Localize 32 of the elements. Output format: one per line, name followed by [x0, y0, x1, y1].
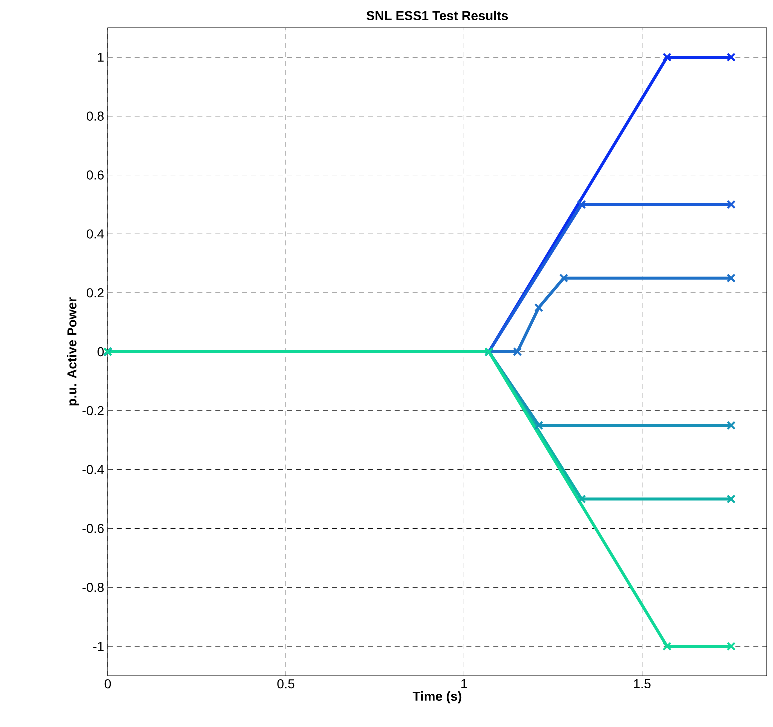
- point: [534, 421, 544, 430]
- point: [662, 52, 672, 62]
- point: [726, 52, 736, 62]
- y-tick-label: 0.2: [86, 288, 104, 298]
- x-tick-label: 1: [462, 680, 468, 688]
- point: [577, 494, 586, 504]
- y-tick-label: 0.8: [86, 112, 104, 121]
- point: [726, 494, 736, 504]
- y-tick-label: 0.4: [86, 230, 104, 239]
- point: [577, 200, 586, 210]
- point: [662, 642, 672, 652]
- y-tick-label: -0.2: [82, 406, 104, 416]
- x-tick-label: 0.5: [278, 680, 295, 689]
- x-axis-title: Time (s): [412, 692, 462, 704]
- point: [559, 274, 568, 283]
- y-tick-label: -0.6: [82, 524, 104, 534]
- y-tick-label: -0.8: [82, 583, 104, 592]
- point: [726, 200, 736, 210]
- y-tick-label: -0.4: [82, 465, 104, 474]
- point: [726, 421, 736, 430]
- y-tick-label: 0.6: [86, 170, 104, 180]
- x-tick-label: 1.5: [634, 680, 651, 689]
- y-tick-label: 0: [98, 347, 104, 357]
- point: [534, 303, 544, 312]
- y-tick-label: 1: [98, 52, 104, 62]
- x-tick-label: 0: [104, 680, 112, 689]
- y-tick-label: -1: [94, 642, 104, 651]
- point: [726, 274, 736, 283]
- chart-title: SNL ESS1 Test Results: [366, 10, 508, 20]
- point: [513, 347, 522, 357]
- point: [726, 642, 736, 652]
- y-axis-title: p.u. Active Power: [67, 298, 80, 406]
